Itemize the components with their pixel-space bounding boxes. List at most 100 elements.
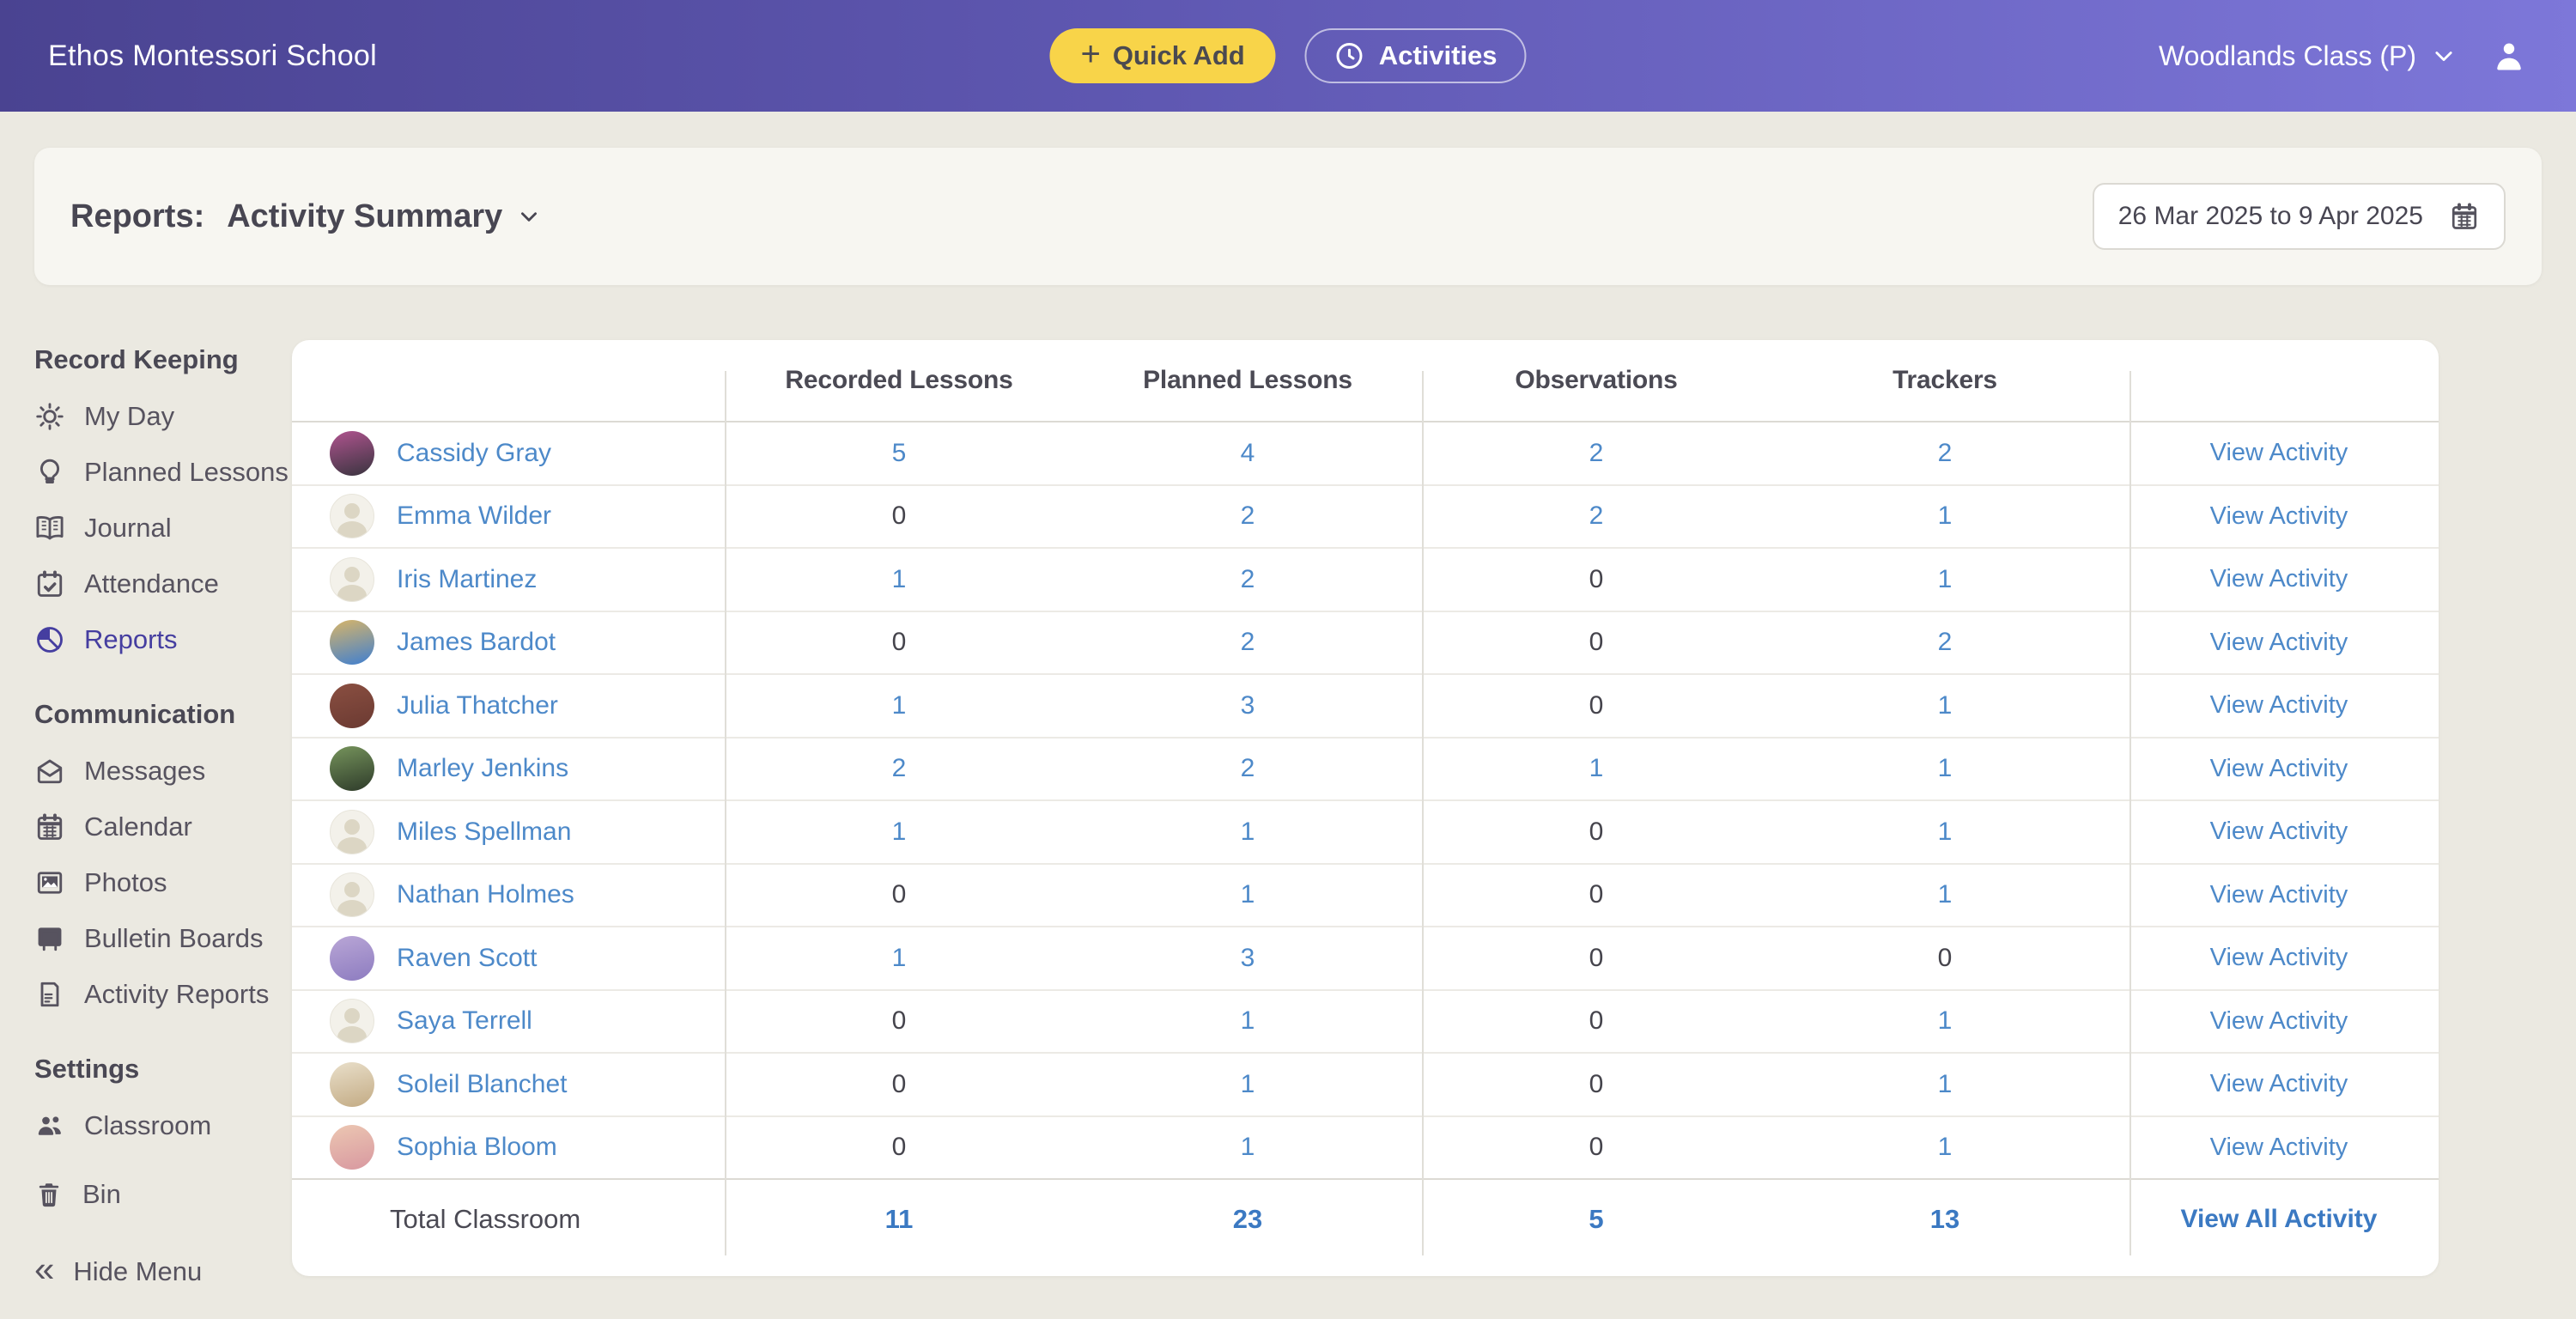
student-name-link[interactable]: Emma Wilder bbox=[397, 501, 552, 531]
trackers-count-link[interactable]: 1 bbox=[1937, 880, 1953, 909]
view-activity-link[interactable]: View Activity bbox=[2209, 691, 2348, 720]
student-name-link[interactable]: Cassidy Gray bbox=[397, 438, 552, 467]
school-name: Ethos Montessori School bbox=[48, 39, 377, 72]
planned-lessons-count-link[interactable]: 3 bbox=[1240, 943, 1255, 972]
report-type-value: Activity Summary bbox=[227, 198, 503, 234]
trackers-count-link[interactable]: 1 bbox=[1937, 1069, 1953, 1098]
sidebar-section-settings: Settings Classroom bbox=[34, 1041, 309, 1153]
view-activity-link[interactable]: View Activity bbox=[2209, 1006, 2348, 1035]
view-activity-link[interactable]: View Activity bbox=[2209, 818, 2348, 846]
avatar bbox=[330, 746, 374, 792]
view-activity-link[interactable]: View Activity bbox=[2209, 944, 2348, 972]
planned-lessons-count-link[interactable]: 3 bbox=[1240, 690, 1255, 720]
student-name-link[interactable]: James Bardot bbox=[397, 628, 556, 657]
sidebar-item-messages[interactable]: Messages bbox=[34, 743, 309, 799]
sidebar-item-attendance[interactable]: Attendance bbox=[34, 556, 309, 611]
trackers-count-link[interactable]: 1 bbox=[1937, 690, 1953, 720]
view-activity-link[interactable]: View Activity bbox=[2209, 1070, 2348, 1098]
view-activity-link[interactable]: View Activity bbox=[2209, 880, 2348, 909]
recorded-lessons-count-link[interactable]: 1 bbox=[891, 817, 907, 846]
planned-lessons-count-link[interactable]: 4 bbox=[1240, 438, 1255, 467]
action-cell: View Activity bbox=[2119, 1134, 2439, 1162]
class-selector[interactable]: Woodlands Class (P) bbox=[2159, 40, 2456, 72]
report-type-dropdown[interactable]: Activity Summary bbox=[227, 198, 540, 235]
trackers-count-link[interactable]: 1 bbox=[1937, 564, 1953, 593]
recorded-lessons-count: 0 bbox=[891, 1133, 907, 1162]
recorded-lessons-count-link[interactable]: 2 bbox=[891, 754, 907, 783]
planned-lessons-count-link[interactable]: 1 bbox=[1240, 817, 1255, 846]
view-activity-link[interactable]: View Activity bbox=[2209, 565, 2348, 593]
action-cell: View Activity bbox=[2119, 691, 2439, 720]
recorded-lessons-count-link[interactable]: 1 bbox=[891, 690, 907, 720]
student-name-link[interactable]: Soleil Blanchet bbox=[397, 1069, 568, 1098]
student-name-link[interactable]: Nathan Holmes bbox=[397, 880, 574, 909]
date-range-picker[interactable]: 26 Mar 2025 to 9 Apr 2025 bbox=[2092, 183, 2506, 250]
plus-icon: + bbox=[1080, 35, 1101, 73]
planned-lessons-count-link[interactable]: 2 bbox=[1240, 501, 1255, 531]
planned-lessons-count-link[interactable]: 2 bbox=[1240, 628, 1255, 657]
view-activity-link[interactable]: View Activity bbox=[2209, 1133, 2348, 1161]
trackers-count-link[interactable]: 1 bbox=[1937, 754, 1953, 783]
view-all-activity-link[interactable]: View All Activity bbox=[2180, 1205, 2378, 1233]
sidebar-item-label: Classroom bbox=[84, 1109, 212, 1140]
sidebar-item-reports[interactable]: Reports bbox=[34, 611, 309, 667]
sidebar-item-classroom[interactable]: Classroom bbox=[34, 1097, 309, 1153]
observations-count-link[interactable]: 2 bbox=[1589, 438, 1604, 467]
quick-add-button[interactable]: + Quick Add bbox=[1049, 28, 1276, 83]
cell-trackers: 2 bbox=[1771, 628, 2119, 657]
trackers-count-link[interactable]: 1 bbox=[1937, 817, 1953, 846]
trackers-count-link[interactable]: 2 bbox=[1937, 628, 1953, 657]
sidebar-item-bin[interactable]: Bin bbox=[34, 1166, 309, 1222]
student-cell: Miles Spellman bbox=[292, 809, 725, 854]
hide-menu-button[interactable]: « Hide Menu bbox=[34, 1243, 309, 1299]
student-name-link[interactable]: Miles Spellman bbox=[397, 817, 572, 846]
sidebar-item-my-day[interactable]: My Day bbox=[34, 388, 309, 444]
student-name-link[interactable]: Julia Thatcher bbox=[397, 690, 558, 720]
clock-icon bbox=[1334, 40, 1365, 71]
activities-button[interactable]: Activities bbox=[1304, 28, 1527, 83]
observations-count-link[interactable]: 2 bbox=[1589, 501, 1604, 531]
view-activity-link[interactable]: View Activity bbox=[2209, 628, 2348, 656]
trackers-count-link[interactable]: 1 bbox=[1937, 1133, 1953, 1162]
planned-lessons-count-link[interactable]: 1 bbox=[1240, 1133, 1255, 1162]
trackers-count-link[interactable]: 1 bbox=[1937, 501, 1953, 531]
table-row-soleil-blanchet: Soleil Blanchet 0 1 0 1 View Activity bbox=[292, 1052, 2439, 1115]
topbar-center: + Quick Add Activities bbox=[1049, 28, 1527, 83]
student-name-link[interactable]: Sophia Bloom bbox=[397, 1133, 557, 1162]
recorded-lessons-count-link[interactable]: 5 bbox=[891, 438, 907, 467]
planned-lessons-count-link[interactable]: 1 bbox=[1240, 1069, 1255, 1098]
recorded-lessons-count-link[interactable]: 1 bbox=[891, 564, 907, 593]
trackers-count-link[interactable]: 1 bbox=[1937, 1006, 1953, 1036]
view-activity-link[interactable]: View Activity bbox=[2209, 501, 2348, 530]
student-name-link[interactable]: Iris Martinez bbox=[397, 564, 538, 593]
student-name-link[interactable]: Marley Jenkins bbox=[397, 754, 569, 783]
activity-summary-table-card: Recorded Lessons Planned Lessons Observa… bbox=[292, 340, 2439, 1276]
sidebar-item-planned-lessons[interactable]: Planned Lessons bbox=[34, 444, 309, 500]
planned-lessons-count-link[interactable]: 2 bbox=[1240, 754, 1255, 783]
recorded-lessons-count-link[interactable]: 1 bbox=[891, 943, 907, 972]
sidebar-item-bulletin-boards[interactable]: Bulletin Boards bbox=[34, 910, 309, 966]
sidebar-item-journal[interactable]: Journal bbox=[34, 500, 309, 556]
sidebar-item-calendar[interactable]: Calendar bbox=[34, 799, 309, 854]
sidebar-item-photos[interactable]: Photos bbox=[34, 854, 309, 910]
planned-lessons-count-link[interactable]: 1 bbox=[1240, 880, 1255, 909]
planned-lessons-count-link[interactable]: 1 bbox=[1240, 1006, 1255, 1036]
observations-count-link[interactable]: 1 bbox=[1589, 754, 1604, 783]
view-activity-link[interactable]: View Activity bbox=[2209, 754, 2348, 782]
student-name-link[interactable]: Raven Scott bbox=[397, 943, 538, 972]
cell-recorded-lessons: 0 bbox=[725, 628, 1073, 657]
planned-lessons-count-link[interactable]: 2 bbox=[1240, 564, 1255, 593]
view-activity-link[interactable]: View Activity bbox=[2209, 439, 2348, 467]
observations-count: 0 bbox=[1589, 880, 1604, 909]
sidebar-item-label: Planned Lessons bbox=[84, 456, 289, 487]
action-cell: View Activity bbox=[2119, 944, 2439, 972]
profile-icon[interactable] bbox=[2490, 37, 2528, 75]
reports-header-card: Reports: Activity Summary 26 Mar 2025 to… bbox=[34, 148, 2542, 285]
cell-observations: 1 bbox=[1422, 754, 1771, 783]
cell-trackers: 1 bbox=[1771, 501, 2119, 531]
student-name-link[interactable]: Saya Terrell bbox=[397, 1006, 532, 1036]
avatar bbox=[330, 1125, 374, 1170]
trackers-count-link[interactable]: 2 bbox=[1937, 438, 1953, 467]
table-total-row: Total Classroom 11 23 5 13 View All Acti… bbox=[292, 1178, 2439, 1259]
sidebar-item-activity-reports[interactable]: Activity Reports bbox=[34, 966, 309, 1022]
